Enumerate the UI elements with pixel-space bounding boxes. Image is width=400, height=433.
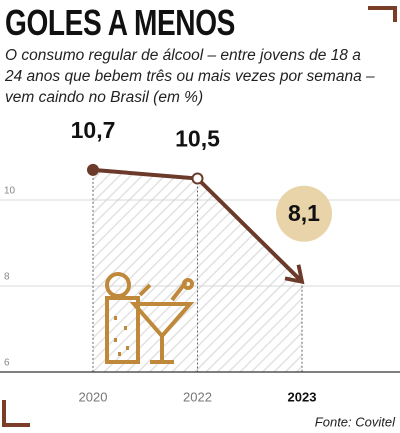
x-tick-label: 2022 [183, 389, 212, 404]
corner [2, 400, 30, 427]
cocktail-icon [105, 272, 195, 364]
chart-title: GOLES A MENOS [5, 2, 235, 43]
y-tick-label: 6 [4, 358, 10, 369]
value-label: 10,7 [71, 117, 116, 143]
value-badge [276, 185, 332, 242]
point [87, 163, 99, 176]
x-tick-label: 2020 [79, 389, 108, 404]
x-tick-label: 2023 [288, 389, 317, 404]
y-tick-label: 10 [4, 186, 16, 197]
subtitle: O consumo regular de álcool – entre jove… [5, 47, 375, 106]
point [191, 172, 204, 185]
value-label: 8,1 [288, 200, 320, 226]
corner [368, 6, 397, 22]
source: Fonte: Covitel [315, 414, 396, 429]
y-tick-label: 8 [4, 272, 10, 283]
value-label: 10,5 [175, 126, 220, 152]
